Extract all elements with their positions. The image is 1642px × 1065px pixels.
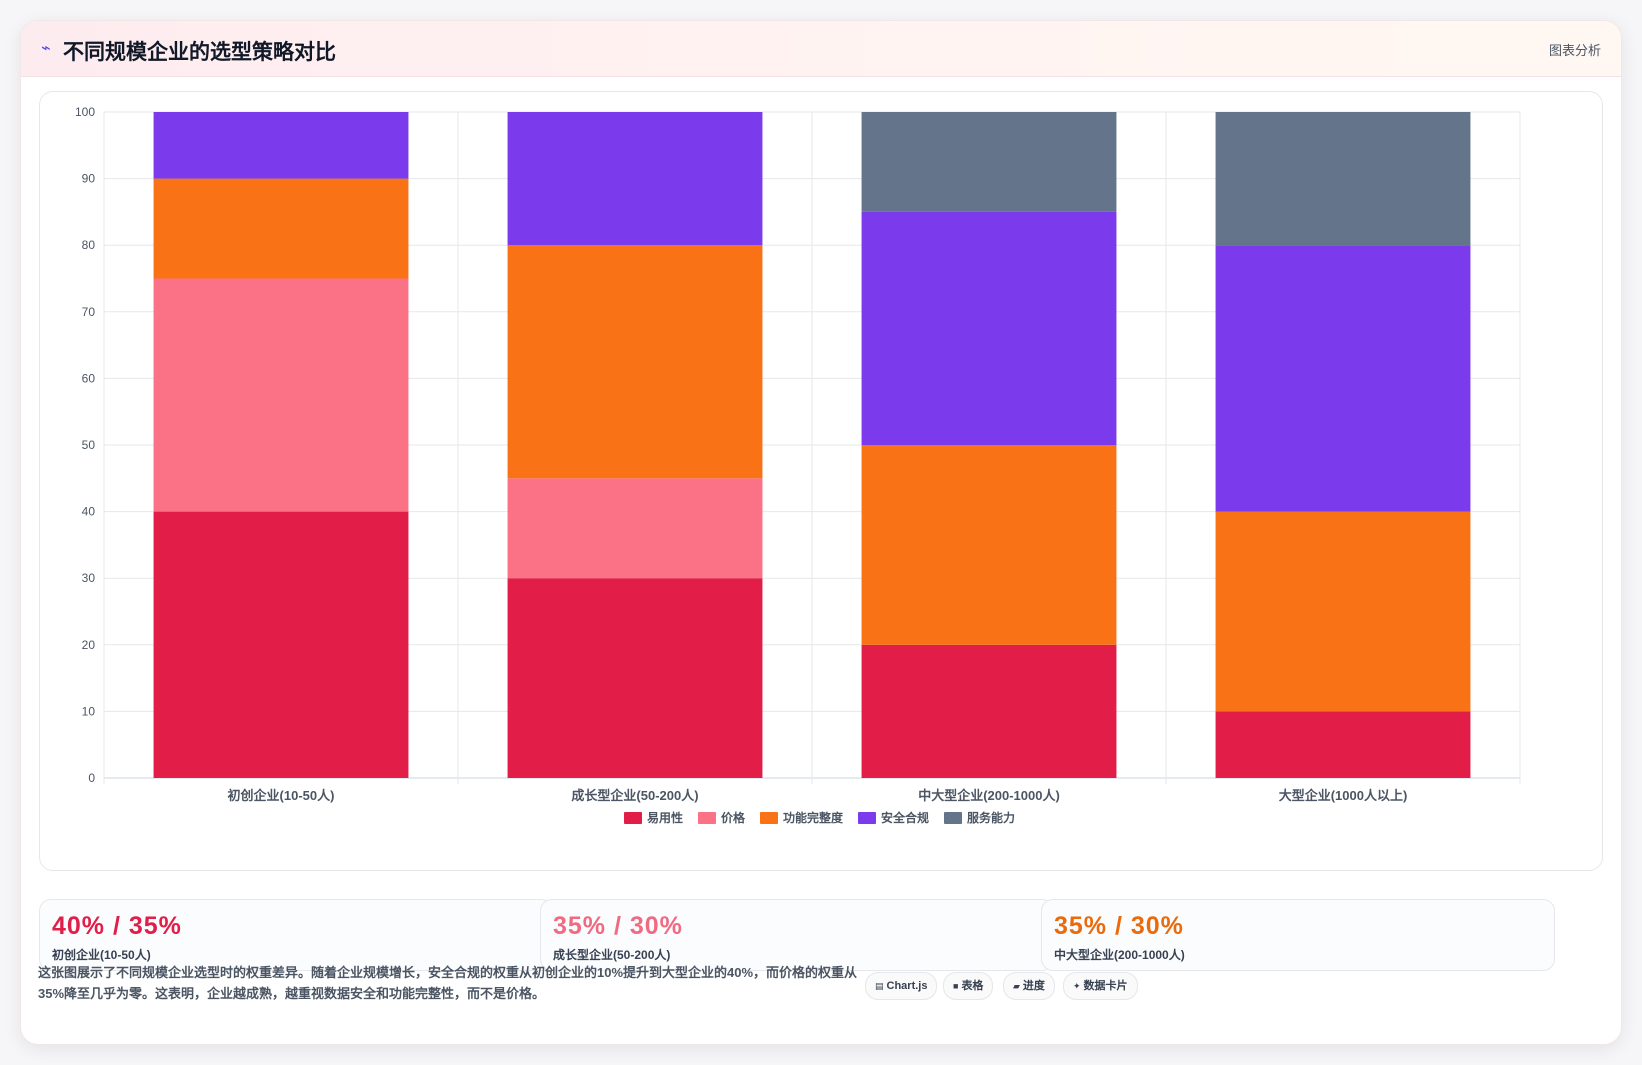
legend-swatch	[858, 812, 876, 824]
bar-segment	[1215, 511, 1471, 712]
chart-analysis-tag: 图表分析	[1548, 43, 1601, 58]
stat-value: 40% / 35%	[52, 912, 182, 940]
table-icon: ■	[953, 981, 959, 991]
card-header: ⌁ 不同规模企业的选型策略对比 图表分析	[21, 21, 1621, 77]
pill-label: Chart.js	[886, 980, 928, 992]
stat-value: 35% / 30%	[553, 912, 683, 940]
y-tick-label: 90	[82, 172, 96, 186]
bar-segment	[861, 112, 1117, 212]
bar-segment	[153, 511, 409, 778]
bar-segment	[153, 112, 409, 179]
stacked-bar-chart: 0 10 20 30 40 50 60 70 80 90 100 初创企业(10-50人) 成长型企业(…	[75, 105, 1521, 825]
legend-label: 易用性	[647, 810, 683, 825]
bar-segment	[1215, 112, 1471, 246]
legend-swatch	[624, 812, 642, 824]
legend-label: 价格	[721, 810, 746, 825]
pill-chartjs[interactable]: ▤ Chart.js	[865, 972, 938, 1000]
bar-segment	[507, 478, 763, 579]
bar-segment	[153, 278, 409, 512]
progress-icon: ▰	[1013, 981, 1020, 991]
legend-swatch	[698, 812, 716, 824]
y-tick-label: 30	[82, 571, 96, 585]
stat-card-growth: 35% / 30% 成长型企业(50-200人)	[540, 899, 1054, 971]
bar-segment	[861, 211, 1117, 445]
bar-segment	[1215, 245, 1471, 512]
x-tick-label: 成长型企业(50-200人)	[571, 788, 698, 803]
pill-label: 进度	[1022, 980, 1045, 992]
legend-label: 安全合规	[881, 810, 929, 825]
trend-icon: ⌁	[41, 40, 51, 57]
legend-swatch	[760, 812, 778, 824]
stat-label: 成长型企业(50-200人)	[553, 948, 671, 962]
x-tick-label: 中大型企业(200-1000人)	[918, 788, 1060, 803]
y-tick-label: 40	[82, 505, 96, 519]
legend-label: 服务能力	[967, 810, 1015, 825]
bar-segment	[1215, 711, 1471, 778]
bar-segment	[507, 578, 763, 778]
sparkle-icon: ✦	[1073, 981, 1081, 991]
x-tick-label: 初创企业(10-50人)	[228, 788, 335, 803]
y-tick-label: 60	[82, 371, 96, 385]
stat-label: 中大型企业(200-1000人)	[1054, 948, 1185, 962]
bar-segment	[861, 644, 1117, 778]
chart-icon: ▤	[875, 981, 884, 991]
y-tick-label: 10	[82, 704, 96, 718]
bar-segment	[861, 445, 1117, 645]
legend-label: 功能完整度	[783, 810, 844, 825]
stat-card-startup: 40% / 35% 初创企业(10-50人)	[39, 899, 553, 971]
card-title: 不同规模企业的选型策略对比	[63, 41, 336, 64]
y-tick-label: 20	[82, 638, 96, 652]
chart-description: 这张图展示了不同规模企业选型时的权重差异。随着企业规模增长，安全合规的权重从初创…	[38, 965, 858, 1001]
y-tick-label: 100	[75, 105, 95, 119]
chart-card: ⌁ 不同规模企业的选型策略对比 图表分析 0 10 20 30 40 50 60 70 80 90…	[20, 20, 1622, 1045]
pill-table[interactable]: ■ 表格	[943, 972, 994, 1000]
pill-progress[interactable]: ▰ 进度	[1003, 972, 1055, 1000]
stat-label: 初创企业(10-50人)	[52, 948, 151, 962]
pill-data-card[interactable]: ✦ 数据卡片	[1063, 972, 1138, 1000]
bar-segment	[153, 178, 409, 279]
stat-value: 35% / 30%	[1054, 912, 1184, 940]
y-tick-label: 80	[82, 238, 96, 252]
y-tick-label: 0	[88, 771, 95, 785]
bar-segment	[507, 112, 763, 246]
bar-segment	[507, 245, 763, 479]
chart-container: 0 10 20 30 40 50 60 70 80 90 100 初创企业(10-50人) 成长型企业(…	[39, 91, 1603, 871]
x-tick-label: 大型企业(1000人以上)	[1279, 788, 1408, 803]
y-tick-label: 70	[82, 305, 96, 319]
pill-label: 表格	[961, 980, 984, 992]
stat-card-midsize: 35% / 30% 中大型企业(200-1000人)	[1041, 899, 1555, 971]
legend-swatch	[944, 812, 962, 824]
y-tick-label: 50	[82, 438, 96, 452]
pill-label: 数据卡片	[1083, 980, 1128, 992]
